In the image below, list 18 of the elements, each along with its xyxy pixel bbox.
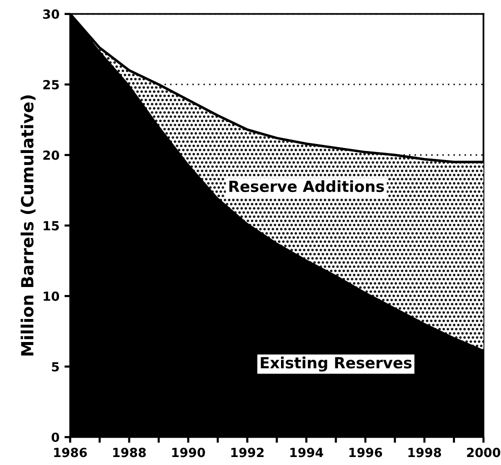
- x-tick-label: 1996: [349, 448, 382, 458]
- y-axis-title: Million Barrels (Cumulative): [20, 95, 36, 356]
- y-tick-label: 20: [43, 150, 60, 160]
- series-label: Existing Reserves: [260, 356, 412, 372]
- y-tick-label: 5: [52, 362, 59, 372]
- y-tick-label: 30: [43, 9, 60, 19]
- x-tick-label: 1998: [408, 448, 442, 458]
- x-tick-label: 1994: [290, 448, 324, 458]
- x-tick-label: 1986: [54, 448, 87, 458]
- y-tick-label: 0: [52, 432, 60, 442]
- x-tick-label: 1988: [113, 448, 146, 458]
- y-tick-label: 25: [43, 80, 59, 90]
- x-tick-label: 1992: [231, 448, 264, 458]
- series-label: Reserve Additions: [229, 180, 384, 192]
- y-tick-label: 15: [44, 221, 59, 230]
- x-tick-label: 2000: [467, 448, 500, 458]
- x-tick-label: 1990: [172, 448, 206, 458]
- y-tick-label: 10: [44, 292, 60, 301]
